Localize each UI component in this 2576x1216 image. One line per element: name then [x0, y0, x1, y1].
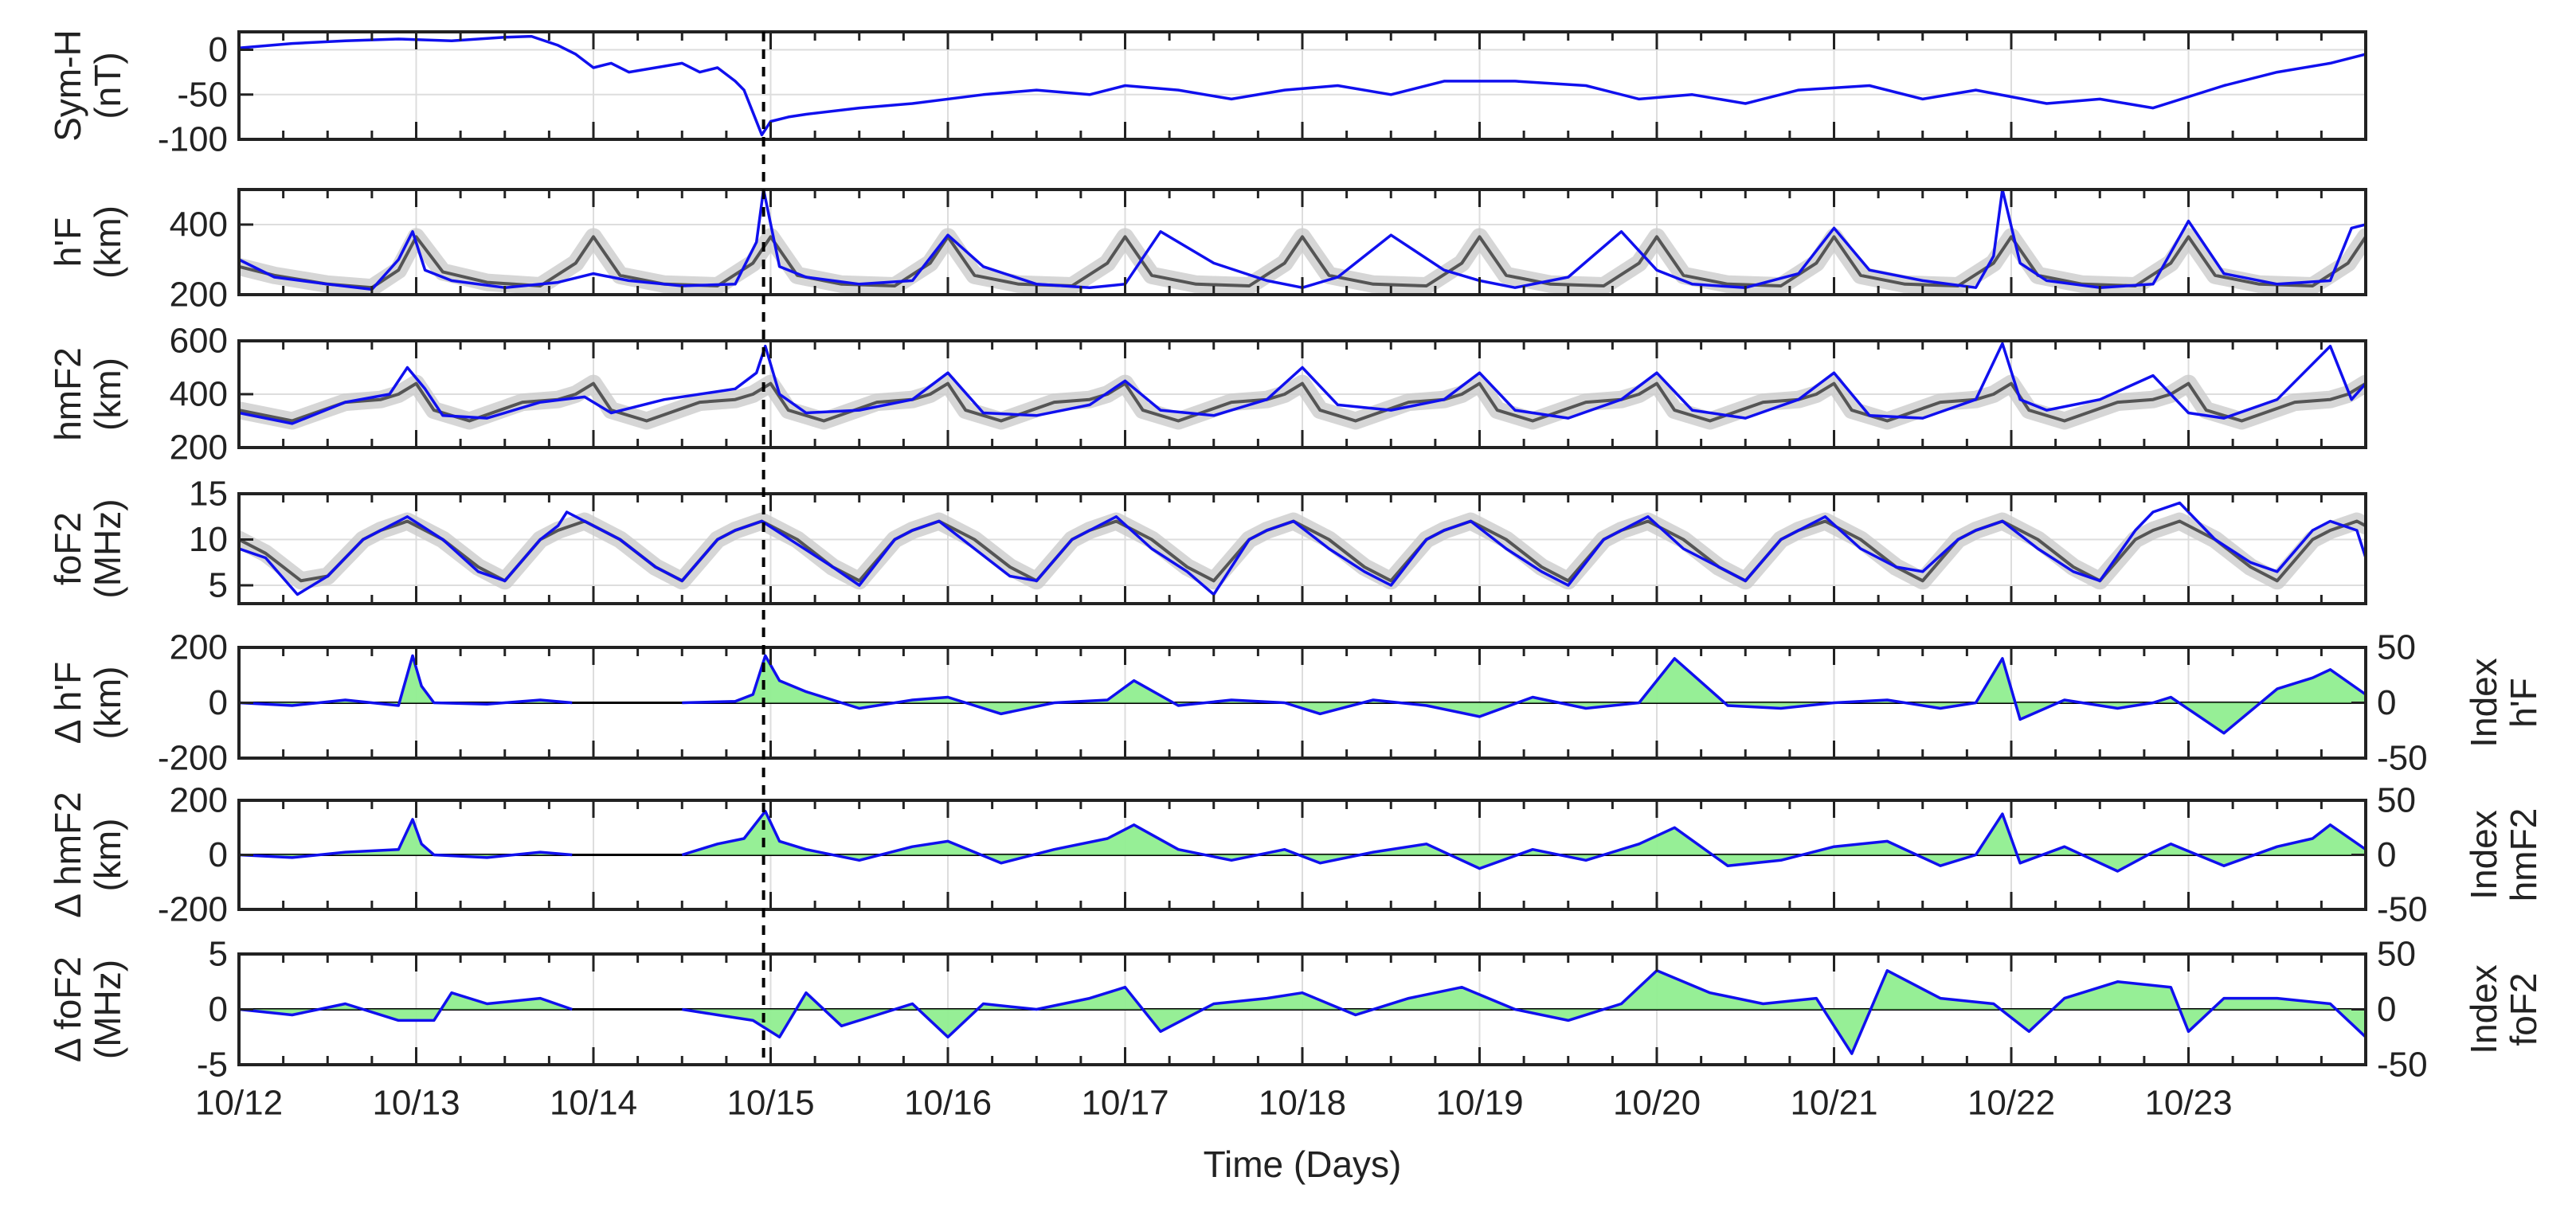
panel-foF2: 5 10 15 foF2(MHz) [47, 475, 2367, 605]
y-axis-label-unit: (km) [87, 667, 128, 740]
series-observed-line [682, 654, 2366, 735]
y-axis-label: Δ h'F [47, 662, 88, 744]
y-tick-label: -100 [158, 120, 228, 159]
y-tick-label: -200 [158, 890, 228, 929]
right-axis-label-name: foF2 [2503, 972, 2544, 1046]
x-tick-label: 10/22 [1967, 1084, 2055, 1123]
y-axis-label: Δ foF2 [47, 956, 88, 1062]
y-tick-label: 0 [209, 835, 228, 874]
right-axis-label-name: h'F [2503, 678, 2544, 727]
y-tick-label: 400 [170, 205, 228, 244]
y-tick-label: 15 [189, 475, 228, 514]
y-axis-label-unit: (MHz) [87, 960, 128, 1059]
series-median-line [239, 235, 2366, 290]
panel-plot-area [239, 494, 2366, 604]
right-axis-label: Index [2463, 964, 2504, 1054]
y-axis-label: Sym-H [47, 29, 88, 142]
y-tick-label: 10 [189, 520, 228, 559]
y-axis-label-unit: (km) [87, 819, 128, 892]
right-tick-label: 0 [2377, 683, 2396, 722]
y-axis-label: foF2 [47, 512, 88, 585]
panel-plot-area [239, 341, 2366, 448]
panel-plot-area [239, 32, 2366, 139]
right-tick-label: -50 [2377, 1046, 2428, 1085]
y-tick-label: 200 [170, 628, 228, 667]
y-tick-label: 600 [170, 322, 228, 361]
x-tick-label: 10/15 [726, 1084, 814, 1123]
y-tick-label: -50 [177, 75, 228, 114]
right-tick-label: 50 [2377, 781, 2416, 820]
right-tick-label: -50 [2377, 739, 2428, 778]
series-observed-line [239, 34, 2366, 137]
series-deviation-fill [239, 992, 573, 1021]
x-tick-label: 10/17 [1081, 1084, 1169, 1123]
y-tick-label: 0 [209, 683, 228, 722]
right-tick-label: 0 [2377, 835, 2396, 874]
panel-plot-area [239, 954, 2366, 1065]
series-observed-line [239, 190, 2366, 291]
series-observed-line [682, 969, 2366, 1055]
right-tick-label: -50 [2377, 890, 2428, 929]
right-axis-label: Index [2463, 658, 2504, 748]
series-deviation-fill [682, 655, 2366, 733]
x-tick-label: 10/12 [195, 1084, 283, 1123]
y-tick-label: 0 [209, 990, 228, 1029]
y-tick-label: 200 [170, 781, 228, 820]
y-axis-label-unit: (km) [87, 205, 128, 279]
panel-plot-area [239, 800, 2366, 909]
y-axis-label-unit: (MHz) [87, 499, 128, 598]
series-observed-line [239, 991, 573, 1022]
y-tick-label: -200 [158, 739, 228, 778]
right-tick-label: 0 [2377, 990, 2396, 1029]
x-axis-label: Time (Days) [1204, 1144, 1402, 1185]
y-tick-label: 200 [170, 276, 228, 315]
y-tick-label: 0 [209, 30, 228, 69]
series-median-line [239, 381, 2366, 423]
right-tick-label: 50 [2377, 935, 2416, 974]
x-tick-label: 10/23 [2144, 1084, 2232, 1123]
y-tick-label: 400 [170, 375, 228, 414]
series-deviation-fill [239, 819, 573, 858]
y-axis-label: Δ hmF2 [47, 792, 88, 918]
panel-plot-area [239, 647, 2366, 758]
right-axis-label: Index [2463, 810, 2504, 900]
x-tick-label: 10/13 [372, 1084, 460, 1123]
y-tick-label: -5 [197, 1046, 228, 1085]
series-deviation-fill [682, 811, 2366, 871]
x-tick-label: 10/20 [1613, 1084, 1701, 1123]
x-tick-label: 10/18 [1259, 1084, 1346, 1123]
x-tick-label: 10/19 [1435, 1084, 1523, 1123]
y-tick-label: 5 [209, 935, 228, 974]
y-axis-label-unit: (km) [87, 358, 128, 431]
y-axis-label: h'F [47, 217, 88, 267]
series-observed-line [239, 818, 573, 859]
y-tick-label: 200 [170, 428, 228, 467]
right-tick-label: 50 [2377, 628, 2416, 667]
y-axis-label: hmF2 [47, 347, 88, 441]
panel-hmF2: 200 400 600 hmF2(km) [47, 322, 2367, 467]
series-observed-line [239, 654, 573, 707]
series-observed-line [239, 342, 2366, 425]
panel-hF: 200 400 h'F(km) [47, 188, 2367, 315]
series-observed-line [239, 501, 2366, 596]
panel-symh: 0 -50 -100 Sym-H(nT) [47, 29, 2367, 159]
x-tick-label: 10/16 [904, 1084, 992, 1123]
x-tick-label: 10/21 [1790, 1084, 1877, 1123]
y-axis-label-unit: (nT) [87, 52, 128, 119]
series-observed-line [681, 809, 2366, 873]
y-tick-label: 5 [209, 566, 228, 605]
x-tick-label: 10/14 [550, 1084, 637, 1123]
right-axis-label-name: hmF2 [2503, 808, 2544, 902]
series-deviation-fill [682, 970, 2366, 1054]
